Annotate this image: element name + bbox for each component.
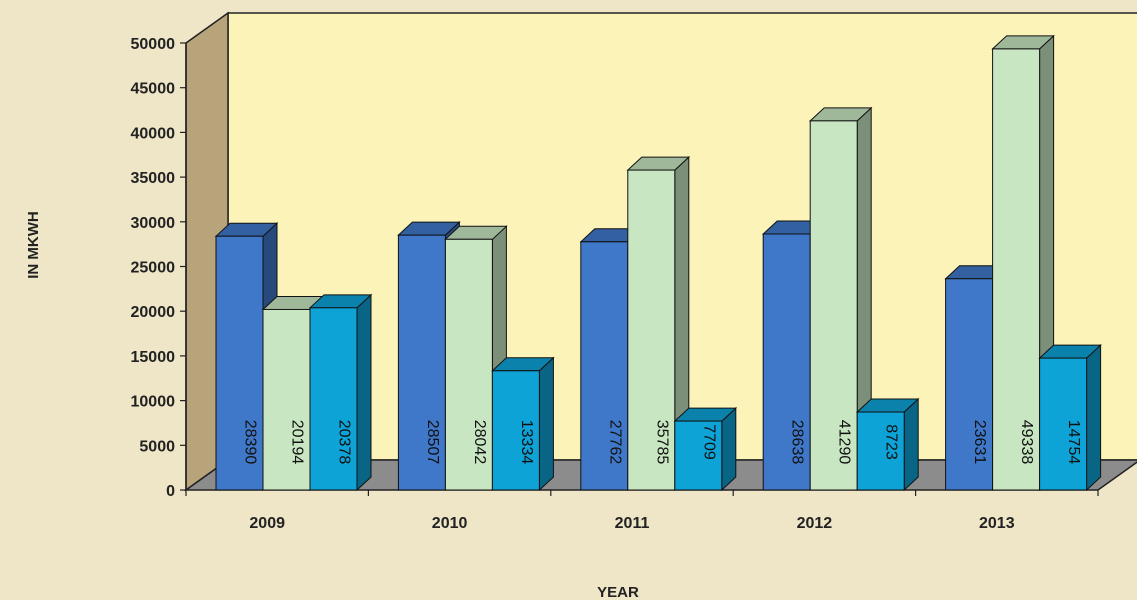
data-label: 35785: [653, 420, 670, 465]
y-tick-label: 35000: [131, 170, 176, 187]
y-tick-label: 5000: [139, 438, 175, 455]
y-tick-label: 20000: [131, 304, 176, 321]
data-label: 23631: [971, 420, 988, 465]
bar-side: [356, 293, 372, 492]
x-tick-label: 2013: [979, 515, 1015, 532]
bar: 13334: [491, 356, 555, 492]
y-tick-label: 0: [166, 483, 175, 500]
bar: 35785: [626, 155, 691, 492]
data-label: 27762: [606, 420, 623, 465]
bar-front: [309, 307, 358, 491]
bar-front: [856, 411, 905, 491]
bar-front: [674, 420, 723, 491]
x-tick-label: 2011: [615, 515, 650, 532]
bar-front: [762, 233, 811, 491]
bar: 28390: [214, 222, 279, 492]
data-label: 28390: [242, 420, 259, 465]
bar-front: [580, 241, 629, 491]
bar-front: [262, 308, 311, 491]
y-axis: 0 5000 10000 15000 20000 25000 30000 35000 40000…: [131, 36, 187, 500]
data-label: 20194: [289, 420, 306, 465]
y-tick-label: 45000: [131, 81, 176, 98]
data-label: 14754: [1065, 420, 1082, 465]
bar-side: [903, 397, 919, 492]
bar: 14754: [1038, 343, 1102, 492]
bar: 20378: [308, 293, 373, 492]
data-label: 41290: [836, 420, 853, 465]
bar: 8723: [855, 397, 920, 492]
bar-front: [215, 235, 264, 491]
bar-front: [809, 120, 858, 491]
bar-front: [992, 48, 1041, 491]
x-axis-label: YEAR: [597, 584, 639, 600]
y-tick-label: 25000: [131, 260, 176, 277]
data-label: 7709: [700, 424, 717, 460]
bar-front: [945, 278, 994, 491]
data-label: 28042: [471, 420, 488, 465]
bar-front: [491, 370, 540, 491]
y-tick-label: 40000: [131, 125, 176, 142]
bar: 41290: [808, 106, 873, 492]
x-tick-label: 2009: [249, 515, 285, 532]
x-axis: 2009 2010 2011 2012 2013: [185, 490, 1099, 532]
bar: 7709: [673, 406, 738, 492]
y-tick-label: 10000: [131, 394, 176, 411]
bar-front: [1039, 357, 1088, 491]
bar-side: [1086, 343, 1102, 492]
x-tick-label: 2012: [797, 515, 833, 532]
data-label: 20378: [336, 420, 353, 465]
bar-front: [627, 169, 676, 491]
data-label: 13334: [518, 420, 535, 465]
y-tick-label: 30000: [131, 215, 176, 232]
y-tick-label: 50000: [131, 36, 176, 53]
y-axis-label: IN MKWH: [25, 211, 42, 279]
data-label: 28507: [424, 420, 441, 465]
data-label: 28638: [789, 420, 806, 465]
data-label: 49338: [1018, 420, 1035, 465]
data-label: 8723: [883, 424, 900, 460]
bar-side: [721, 406, 737, 492]
bar-front: [397, 234, 446, 491]
bar-front: [444, 238, 493, 491]
bar-side: [538, 356, 554, 492]
x-tick-label: 2010: [432, 515, 468, 532]
bar: 28042: [444, 225, 508, 492]
y-tick-label: 15000: [131, 349, 176, 366]
bars: 28390 20194 20378 28507 28042 13334 27762 35785…: [214, 34, 1102, 492]
